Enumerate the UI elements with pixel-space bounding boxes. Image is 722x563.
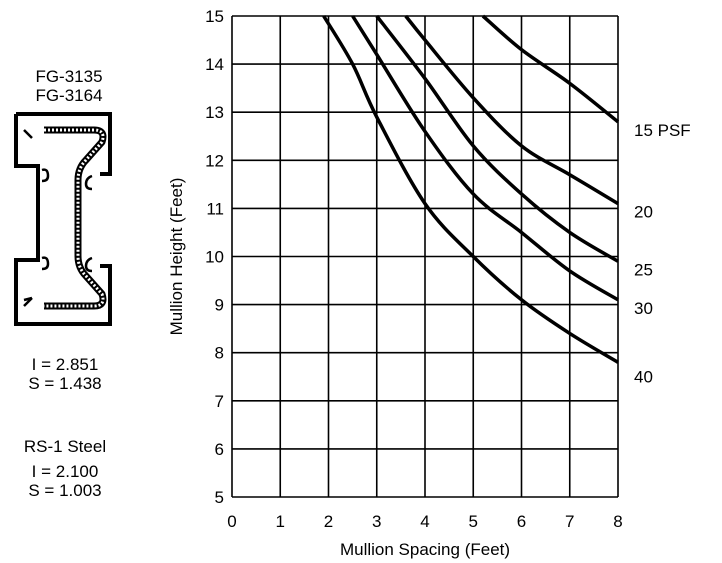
series-label: 40	[634, 367, 653, 386]
y-tick-label: 7	[215, 392, 224, 411]
x-tick-label: 6	[517, 512, 526, 531]
series-line	[322, 15, 619, 364]
series-label: 15 PSF	[634, 121, 691, 140]
y-axis-label: Mullion Height (Feet)	[167, 178, 186, 336]
y-tick-label: 14	[205, 55, 224, 74]
steel-title: RS-1 Steel	[23, 437, 107, 456]
y-tick-label: 8	[215, 344, 224, 363]
x-tick-label: 5	[469, 512, 478, 531]
x-tick-label: 8	[613, 512, 622, 531]
series-line	[404, 14, 619, 206]
y-tick-label: 15	[205, 7, 224, 26]
series-line	[375, 14, 619, 263]
mullion-profile-drawing	[14, 112, 112, 326]
y-tick-label: 5	[215, 488, 224, 507]
steel-inertia: I = 2.100	[31, 462, 99, 481]
y-tick-label: 10	[205, 248, 224, 267]
series-label: 20	[634, 203, 653, 222]
y-tick-label: 9	[215, 296, 224, 315]
series-line	[481, 14, 620, 124]
profile-model-line-1: FG-3135	[35, 67, 103, 86]
x-tick-label: 4	[420, 512, 429, 531]
y-tick-label: 6	[215, 440, 224, 459]
series-label: 30	[634, 299, 653, 318]
x-tick-label: 3	[372, 512, 381, 531]
steel-section-modulus: S = 1.003	[28, 481, 102, 500]
y-tick-label: 13	[205, 103, 224, 122]
aluminum-inertia: I = 2.851	[31, 355, 99, 374]
series-line	[351, 15, 619, 302]
x-axis-label: Mullion Spacing (Feet)	[340, 540, 510, 559]
x-tick-label: 2	[324, 512, 333, 531]
series-label: 25	[634, 260, 653, 279]
y-tick-label: 12	[205, 151, 224, 170]
y-tick-label: 11	[206, 199, 224, 218]
x-tick-label: 7	[565, 512, 574, 531]
profile-model-line-2: FG-3164	[35, 86, 103, 105]
aluminum-section-modulus: S = 1.438	[28, 374, 102, 393]
x-tick-label: 0	[227, 512, 236, 531]
x-tick-label: 1	[276, 512, 285, 531]
